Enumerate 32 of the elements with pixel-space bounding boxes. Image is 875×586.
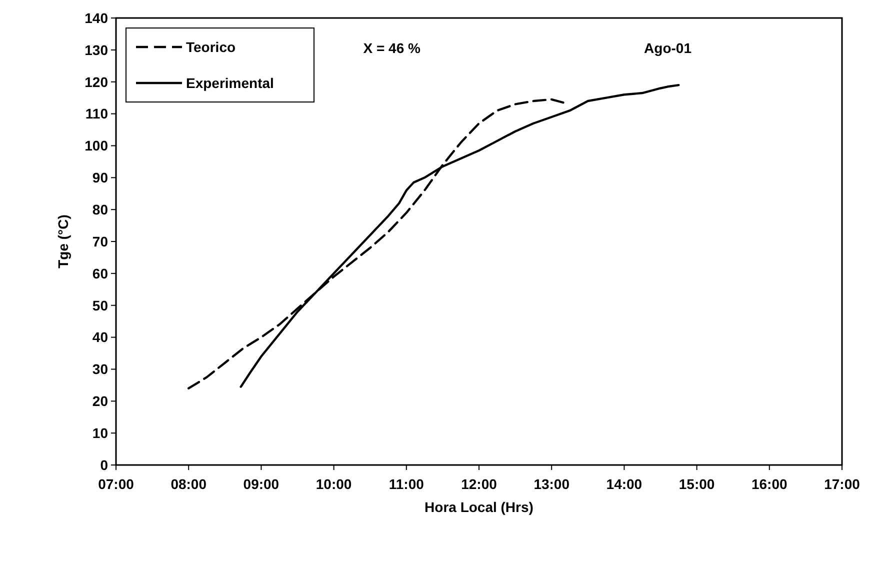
y-tick-label: 50	[92, 297, 108, 314]
annotation: X = 46 %	[363, 40, 422, 56]
y-tick-label: 10	[92, 424, 108, 441]
x-tick-label: 13:00	[534, 476, 570, 492]
x-tick-label: 16:00	[751, 476, 788, 492]
x-tick-label: 09:00	[243, 476, 280, 492]
x-tick-label: 17:00	[824, 476, 860, 492]
y-tick-label: 20	[92, 393, 108, 410]
y-tick-label: 0	[100, 456, 108, 473]
y-tick-label: 100	[84, 138, 108, 154]
y-tick-label: 130	[84, 42, 108, 58]
x-tick-label: 12:00	[461, 476, 498, 492]
y-tick-label: 120	[84, 74, 108, 90]
annotation: Ago-01	[644, 40, 692, 56]
x-tick-label: 14:00	[606, 476, 642, 492]
x-tick-label: 10:00	[316, 476, 352, 492]
x-tick-label: 15:00	[678, 476, 715, 492]
y-tick-label: 80	[92, 201, 108, 218]
y-tick-label: 70	[92, 233, 108, 250]
y-tick-label: 140	[84, 10, 108, 26]
y-tick-label: 110	[85, 106, 108, 122]
y-tick-label: 40	[92, 329, 108, 346]
legend-label: Experimental	[186, 74, 274, 91]
y-tick-label: 90	[92, 170, 108, 186]
y-axis-title: Tge (°C)	[55, 214, 71, 268]
y-tick-label: 30	[92, 361, 108, 378]
legend-label: Teorico	[186, 38, 236, 55]
x-tick-label: 11:00	[388, 476, 424, 492]
x-axis-title: Hora Local (Hrs)	[424, 499, 534, 515]
y-tick-label: 60	[92, 265, 108, 282]
x-tick-label: 08:00	[170, 476, 207, 492]
x-tick-label: 07:00	[98, 476, 134, 492]
